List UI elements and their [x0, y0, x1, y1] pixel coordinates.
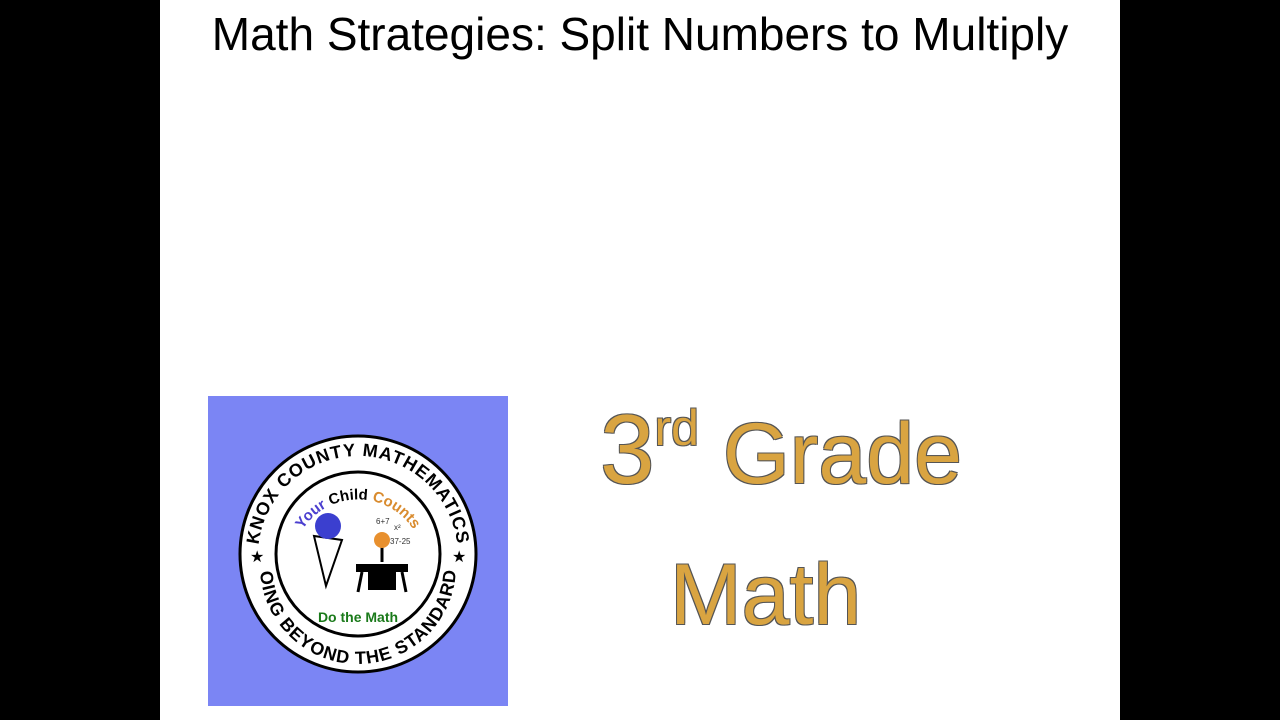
blue-ball-icon	[315, 513, 341, 539]
grade-line-1: 3rd Grade	[600, 400, 1120, 498]
grade-word: Grade	[723, 406, 962, 502]
logo-badge: KNOX COUNTY MATHEMATICS GOING BEYOND THE…	[208, 396, 508, 706]
star-icon: ★	[452, 549, 466, 566]
orange-head-icon	[374, 532, 390, 548]
knox-county-logo: KNOX COUNTY MATHEMATICS GOING BEYOND THE…	[218, 406, 498, 696]
slide-content: Math Strategies: Split Numbers to Multip…	[160, 0, 1120, 720]
grade-heading: 3rd Grade Math	[600, 400, 1120, 645]
grade-number: 3	[600, 394, 655, 504]
do-the-math-text: Do the Math	[318, 609, 398, 625]
star-icon: ★	[250, 549, 264, 566]
tiny-math-1: 6+7	[376, 517, 390, 526]
tiny-math-2: 37-25	[390, 537, 411, 546]
grade-ordinal: rd	[655, 400, 699, 456]
slide-title: Math Strategies: Split Numbers to Multip…	[160, 8, 1120, 61]
grade-subject: Math	[670, 546, 1120, 645]
tiny-math-scribble: x²	[394, 523, 401, 532]
desk-top-icon	[356, 564, 408, 572]
desk-body-icon	[368, 572, 396, 590]
